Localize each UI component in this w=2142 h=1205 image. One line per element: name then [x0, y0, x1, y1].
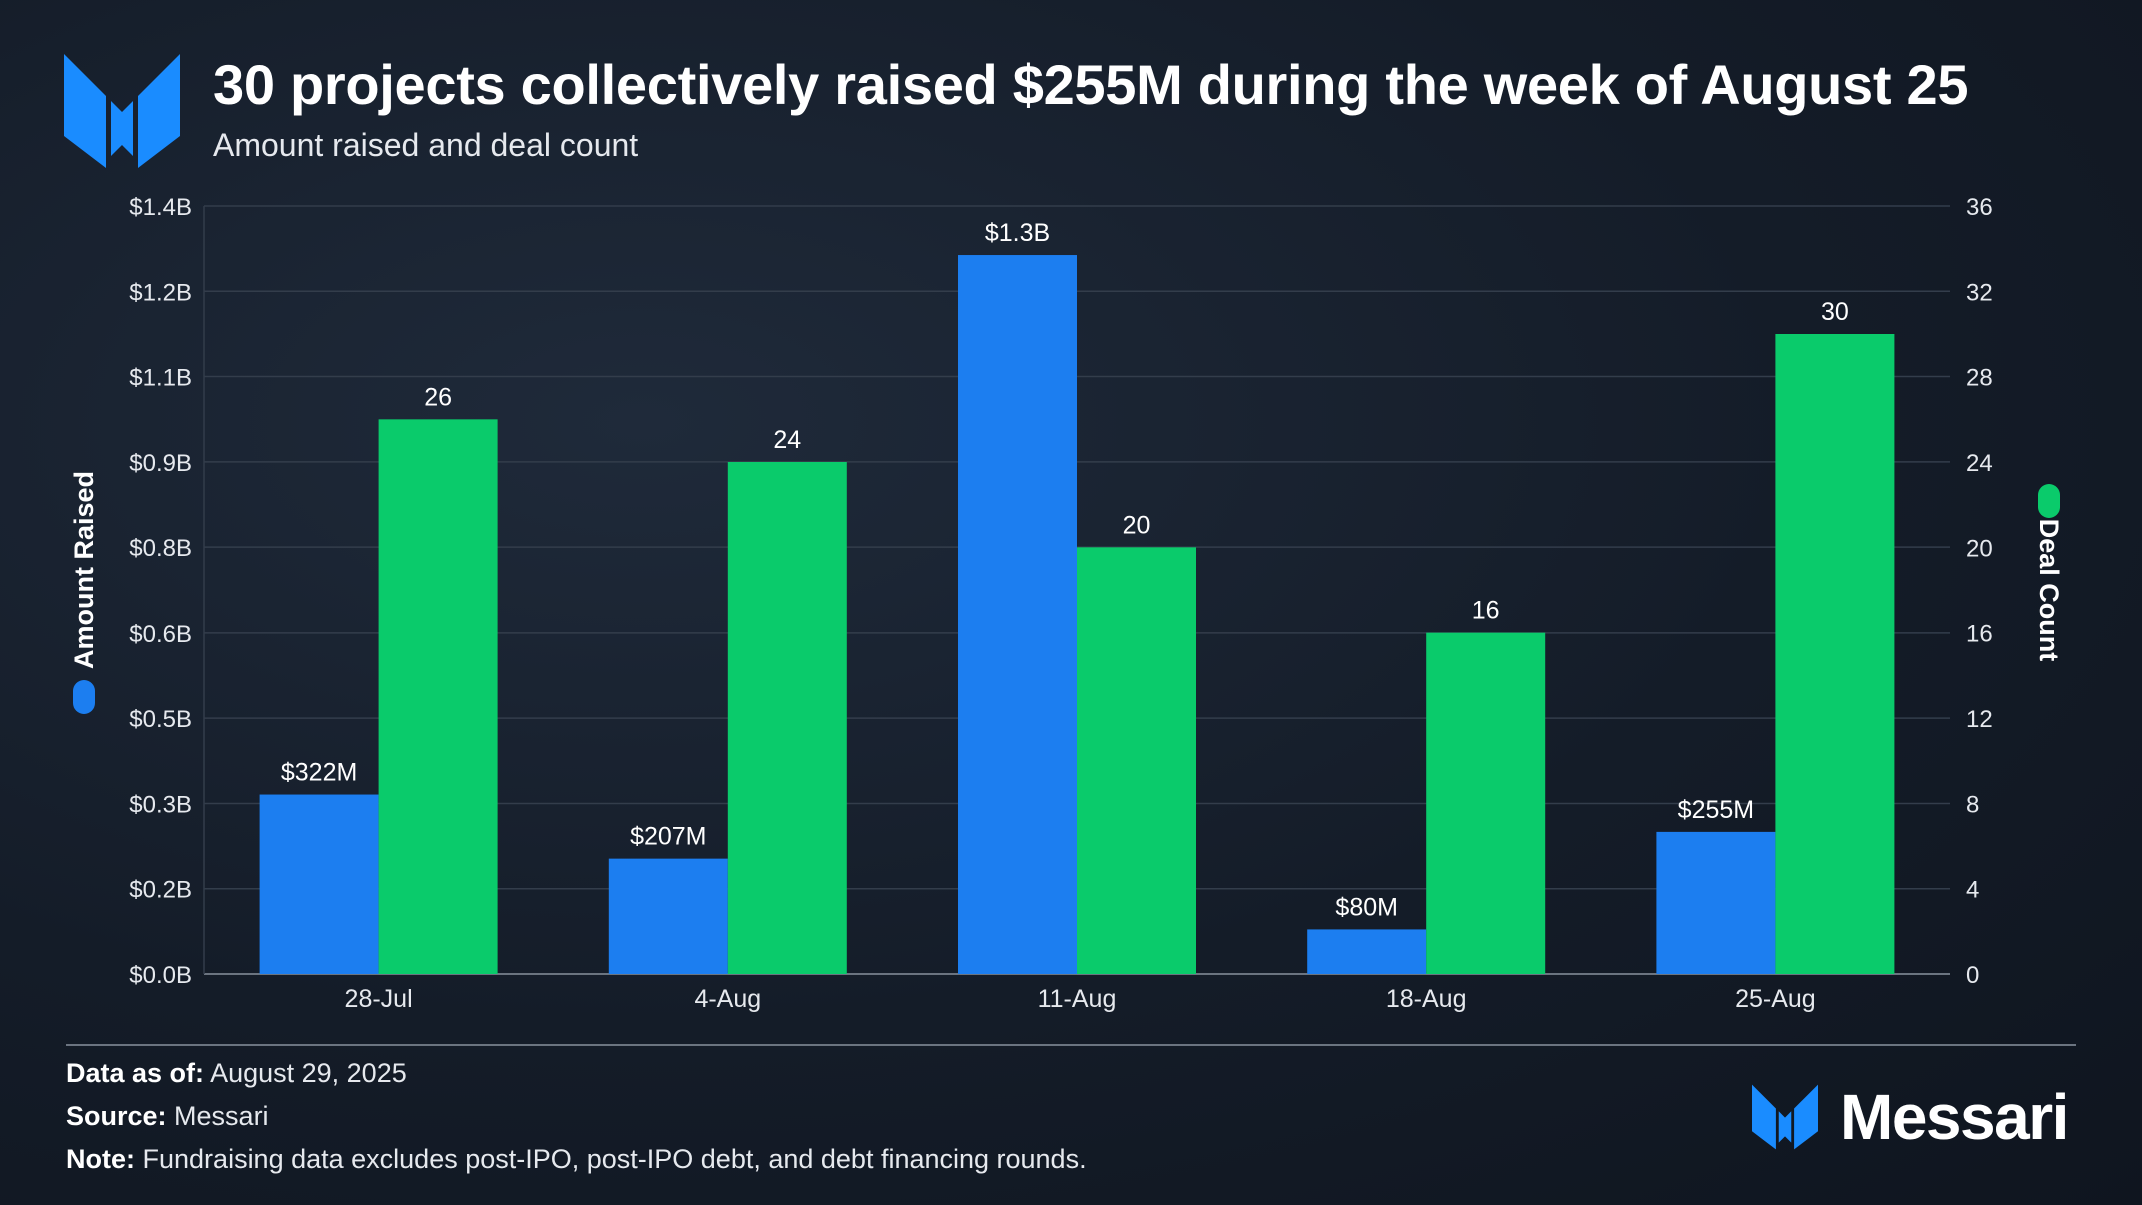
x-tick-label: 4-Aug — [694, 985, 761, 1013]
brand-wordmark: Messari — [1752, 1081, 2069, 1153]
note-value: Fundraising data excludes post-IPO, post… — [142, 1144, 1087, 1174]
bar-amount-raised — [608, 858, 728, 974]
y-left-tick-label: $0.8B — [129, 535, 192, 562]
data-as-of-label: Data as of: — [66, 1058, 205, 1088]
legend-swatch-amount — [73, 680, 95, 714]
y-left-tick-label: $0.5B — [129, 706, 192, 733]
chart-title: 30 projects collectively raised $255M du… — [213, 53, 1969, 116]
axes: $0.0B $0.2B $0.3B $0.5B $0.6B $0.8B $0.9B $1.1B… — [69, 194, 2064, 1013]
data-label-amount: $322M — [281, 759, 357, 787]
y-right-tick-label: 20 — [1966, 535, 1993, 562]
bar-amount-raised — [958, 255, 1077, 975]
brand-name: Messari — [1840, 1081, 2069, 1153]
x-tick-label: 11-Aug — [1038, 985, 1117, 1013]
data-label-deals: 26 — [424, 383, 452, 411]
bar-amount-raised — [1307, 929, 1427, 974]
bar-deal-count — [378, 419, 498, 974]
y-right-tick-label: 12 — [1966, 706, 1993, 733]
bar-amount-raised — [1656, 831, 1776, 974]
y-right-tick-label: 24 — [1966, 450, 1993, 477]
data-as-of-value: August 29, 2025 — [210, 1058, 407, 1088]
x-tick-label: 18-Aug — [1386, 985, 1467, 1013]
source: Source: Messari — [66, 1101, 269, 1132]
y-right-tick-label: 28 — [1966, 365, 1993, 392]
data-labels: $322M 26 $207M 24 $1.3B 20 $80M 16 $255M 30 — [281, 219, 1849, 921]
bar-deal-count — [1077, 547, 1196, 974]
data-label-deals: 16 — [1472, 597, 1500, 625]
data-as-of: Data as of: August 29, 2025 — [66, 1058, 407, 1089]
bar-deal-count — [1426, 632, 1546, 974]
bar-amount-raised — [259, 794, 379, 974]
y-right-tick-label: 16 — [1966, 621, 1993, 648]
footer-divider — [66, 1044, 2076, 1046]
note-label: Note: — [66, 1144, 135, 1174]
y-right-tick-label: 32 — [1966, 279, 1993, 306]
note: Note: Fundraising data excludes post-IPO… — [66, 1144, 1087, 1175]
y-right-tick-label: 8 — [1966, 791, 1979, 818]
bars — [259, 255, 1895, 975]
bar-deal-count — [1775, 334, 1895, 974]
data-label-amount: $255M — [1678, 796, 1754, 824]
y-left-tick-label: $1.4B — [129, 194, 192, 221]
y-right-axis-title: Deal Count — [2034, 484, 2064, 661]
y-right-tick-label: 4 — [1966, 877, 1979, 904]
y-left-axis-title: Amount Raised — [69, 471, 99, 714]
chart-subtitle: Amount raised and deal count — [213, 127, 639, 163]
x-tick-label: 28-Jul — [345, 985, 413, 1013]
y-right-axis-label: Deal Count — [2034, 519, 2064, 662]
y-left-tick-label: $1.2B — [129, 279, 192, 306]
x-tick-label: 25-Aug — [1735, 985, 1816, 1013]
messari-brand-icon — [1752, 1084, 1818, 1150]
bar-deal-count — [727, 462, 847, 974]
data-label-deals: 30 — [1821, 298, 1849, 326]
y-left-tick-label: $1.1B — [129, 365, 192, 392]
y-right-tick-label: 36 — [1966, 194, 1993, 221]
y-left-tick-label: $0.0B — [129, 962, 192, 989]
messari-logo-icon — [64, 54, 180, 168]
y-left-tick-label: $0.2B — [129, 877, 192, 904]
legend-swatch-deals — [2038, 484, 2060, 518]
y-right-tick-label: 0 — [1966, 962, 1979, 989]
data-label-amount: $80M — [1335, 893, 1398, 921]
data-label-deals: 20 — [1123, 511, 1151, 539]
source-label: Source: — [66, 1101, 167, 1131]
data-label-amount: $1.3B — [985, 219, 1050, 247]
y-left-tick-label: $0.9B — [129, 450, 192, 477]
y-left-axis-label: Amount Raised — [69, 471, 99, 669]
data-label-deals: 24 — [773, 426, 801, 454]
source-value: Messari — [174, 1101, 269, 1131]
data-label-amount: $207M — [630, 823, 706, 851]
y-left-tick-label: $0.6B — [129, 621, 192, 648]
y-left-tick-label: $0.3B — [129, 791, 192, 818]
bar-chart: $322M 26 $207M 24 $1.3B 20 $80M 16 $255M 30 $0.0B… — [69, 194, 2064, 1013]
